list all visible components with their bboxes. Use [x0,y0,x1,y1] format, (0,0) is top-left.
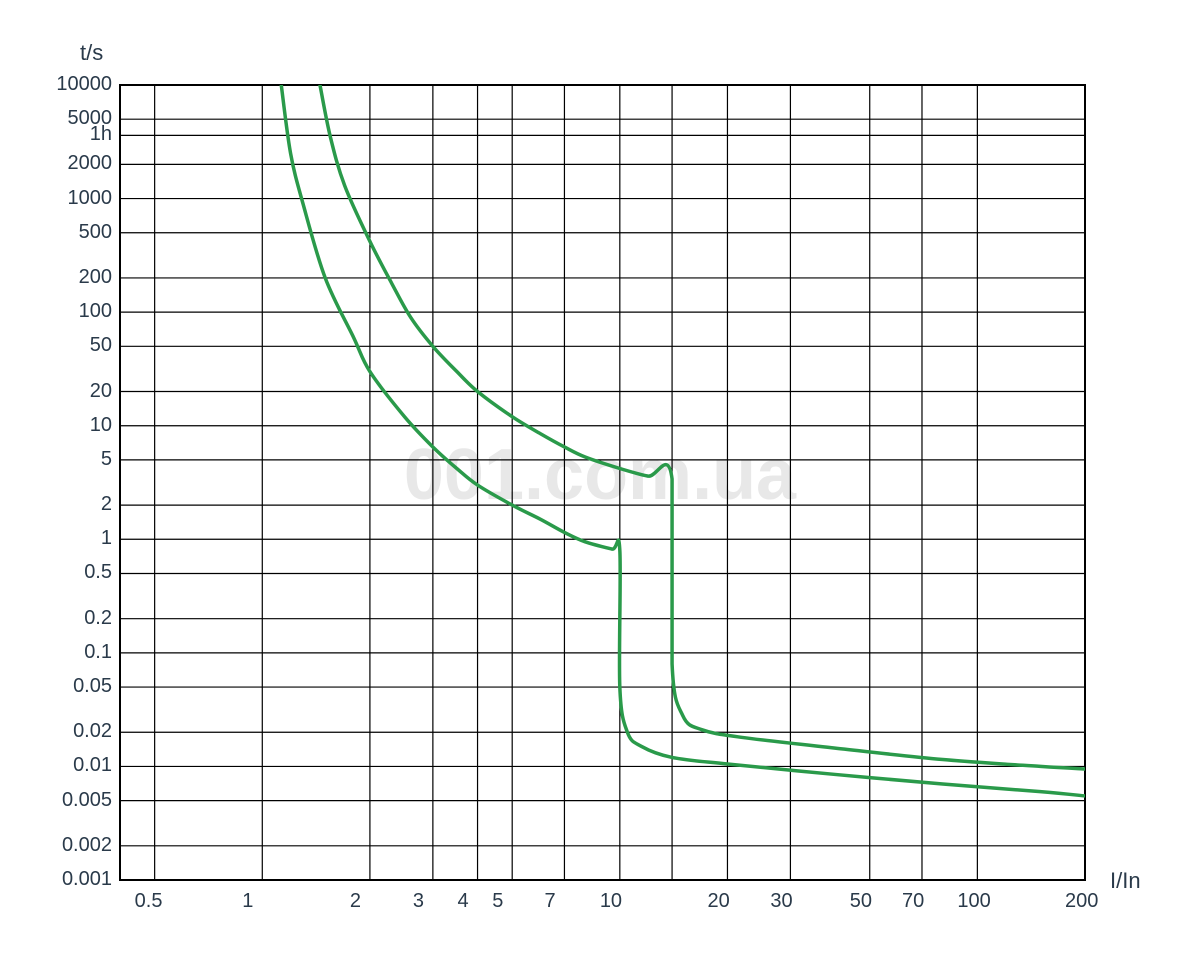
y-tick-label: 1000 [12,187,112,210]
y-tick-label: 20 [12,380,112,403]
y-tick-label: 10000 [12,73,112,96]
y-tick-label: 2 [12,493,112,516]
x-axis-label: I/In [1110,868,1141,894]
y-tick-label: 2000 [12,152,112,175]
y-tick-label: 500 [12,221,112,244]
y-tick-label: 0.5 [12,561,112,584]
y-tick-label: 0.2 [12,607,112,630]
x-tick-label: 200 [1065,890,1098,913]
x-tick-label: 100 [957,890,990,913]
y-tick-label: 1 [12,527,112,550]
trip-curve-chart: 001.com.ua t/s I/In 1000050001h200010005… [0,0,1200,960]
x-tick-label: 2 [350,890,361,913]
x-tick-label: 50 [850,890,872,913]
x-tick-label: 20 [707,890,729,913]
x-tick-label: 10 [600,890,622,913]
chart-svg: 001.com.ua [0,0,1200,960]
x-tick-label: 0.5 [135,890,163,913]
y-tick-label: 200 [12,266,112,289]
y-tick-label: 0.001 [12,868,112,891]
x-tick-label: 1 [242,890,253,913]
y-tick-label: 100 [12,300,112,323]
y-tick-label: 50 [12,334,112,357]
x-tick-label: 3 [413,890,424,913]
y-tick-label: 0.05 [12,675,112,698]
x-tick-label: 4 [458,890,469,913]
y-axis-label: t/s [80,40,103,66]
y-tick-label: 1h [12,123,112,146]
x-tick-label: 70 [902,890,924,913]
x-tick-label: 7 [544,890,555,913]
y-tick-label: 0.002 [12,834,112,857]
y-tick-label: 5 [12,448,112,471]
y-tick-label: 0.005 [12,789,112,812]
y-tick-label: 0.1 [12,641,112,664]
y-tick-label: 0.02 [12,720,112,743]
x-tick-label: 30 [770,890,792,913]
y-tick-label: 0.01 [12,754,112,777]
y-tick-label: 10 [12,414,112,437]
x-tick-label: 5 [492,890,503,913]
